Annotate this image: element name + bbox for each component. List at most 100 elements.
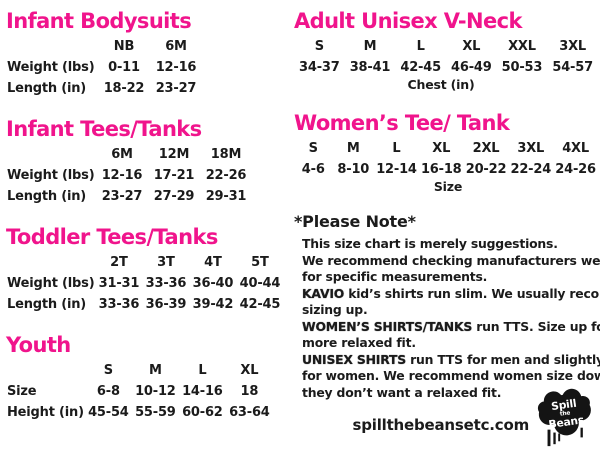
cell-value: 46-49 (451, 60, 492, 75)
size-table-infant-bodysuits: NB 6M Weight (lbs) 0-11 12-16 Length (in… (6, 36, 202, 99)
cell-value: 12-16 (101, 168, 143, 183)
cell-value: 63-64 (229, 405, 270, 420)
table-header-row: S M L XL 2XL 3XL 4XL (294, 138, 598, 159)
cell-value: 27-29 (153, 189, 195, 204)
row-label: Weight (lbs) (7, 60, 95, 75)
table-row: Weight (lbs) 12-16 17-21 22-26 (6, 165, 252, 186)
note-bold: UNISEX SHIRTS (302, 351, 406, 367)
table-row: Length (in) 23-27 27-29 29-31 (6, 186, 252, 207)
section-title: Infant Bodysuits (6, 9, 192, 33)
section-infant-tees: Infant Tees/Tanks 6M 12M 18M Weight (lbs… (6, 116, 292, 207)
size-table-womens-tee: S M L XL 2XL 3XL 4XL 4-6 8-10 12-14 16-1… (294, 138, 598, 180)
size-chart-page: Infant Bodysuits NB 6M Weight (lbs) 0-11… (6, 8, 600, 440)
cell-value: 8-10 (337, 162, 370, 177)
note-bold: KAVIO (302, 285, 345, 301)
table-row: Weight (lbs) 31-31 33-36 36-40 40-44 (6, 273, 283, 294)
column-header: S (103, 363, 113, 378)
cell-value: 23-27 (101, 189, 143, 204)
section-adult-vneck: Adult Unisex V-Neck S M L XL XXL 3XL 34-… (294, 8, 598, 92)
cell-value: 22-24 (510, 162, 552, 177)
note-text: for specific measurements. (302, 269, 488, 284)
cell-value: 23-27 (155, 81, 197, 96)
column-header: XL (432, 141, 451, 156)
cell-value: 12-14 (376, 162, 417, 177)
note-line: We recommend checking manufacturers webs… (302, 253, 600, 270)
cell-value: 42-45 (400, 60, 441, 75)
column-header: 2XL (472, 141, 500, 156)
spill-the-beans-logo: Spill the Beans (537, 388, 591, 447)
cell-value: 39-42 (192, 297, 234, 312)
note-title: *Please Note* (294, 212, 416, 231)
column-header: 4T (204, 255, 222, 270)
column-header: 6M (111, 147, 133, 162)
section-title: Women’s Tee/ Tank (294, 111, 510, 135)
footer: spillthebeansetc.com Spill the Beans (352, 386, 597, 450)
cell-value: 33-36 (145, 276, 187, 291)
note-line: for specific measurements. (302, 269, 598, 286)
section-youth: Youth S M L XL Size 6-8 10-12 14-16 18 (6, 332, 292, 423)
cell-value: 42-45 (239, 297, 281, 312)
empty-cell (6, 252, 95, 273)
cell-value: 50-53 (501, 60, 543, 75)
row-label: Length (in) (7, 189, 87, 204)
row-label: Weight (lbs) (7, 168, 95, 183)
column-header: XL (240, 363, 259, 378)
column-header: 2T (110, 255, 128, 270)
website-text: spillthebeansetc.com (352, 416, 529, 434)
empty-cell (6, 144, 96, 165)
table-row: 34-37 38-41 42-45 46-49 50-53 54-57 (294, 57, 598, 78)
row-label: Size (7, 384, 37, 399)
logo-drips (547, 427, 583, 447)
note-bold: WOMEN’S SHIRTS/TANKS (302, 318, 473, 334)
column-header: M (363, 39, 377, 54)
cell-value: 18 (240, 384, 259, 399)
column-header: S (314, 39, 324, 54)
table-header-row: NB 6M (6, 36, 202, 57)
column-header: M (148, 363, 162, 378)
note-text: run TTS. Size up for a (476, 318, 600, 334)
section-title: Adult Unisex V-Neck (294, 9, 522, 33)
cell-value: 17-21 (153, 168, 195, 183)
empty-cell (6, 36, 98, 57)
table-row: Length (in) 18-22 23-27 (6, 78, 202, 99)
measure-label: Chest (in) (407, 77, 475, 92)
cell-value: 24-26 (555, 162, 596, 177)
cell-value: 33-36 (98, 297, 140, 312)
table-row: Length (in) 33-36 36-39 39-42 42-45 (6, 294, 283, 315)
logo-line1: Spill (550, 397, 577, 413)
size-table-youth: S M L XL Size 6-8 10-12 14-16 18 Height … (6, 360, 273, 423)
cell-value: 34-37 (299, 60, 340, 75)
column-header: 5T (251, 255, 269, 270)
section-infant-bodysuits: Infant Bodysuits NB 6M Weight (lbs) 0-11… (6, 8, 292, 99)
note-text: for women. We recommend women size down … (302, 368, 600, 383)
table-row: 4-6 8-10 12-14 16-18 20-22 22-24 24-26 (294, 159, 598, 180)
note-line: UNISEX SHIRTS run TTS for men and slight… (302, 351, 600, 369)
note-text: sizing up. (302, 302, 368, 317)
logo-splat-shape (537, 388, 591, 436)
row-label: Length (in) (7, 297, 87, 312)
section-title: Toddler Tees/Tanks (6, 225, 218, 249)
empty-cell (6, 360, 85, 381)
size-table-adult-vneck: S M L XL XXL 3XL 34-37 38-41 42-45 46-49… (294, 36, 598, 78)
column-header: 3XL (559, 39, 587, 54)
measure-label: Size (433, 179, 463, 194)
note-line: sizing up. (302, 302, 598, 319)
cell-value: 14-16 (182, 384, 223, 399)
left-column: Infant Bodysuits NB 6M Weight (lbs) 0-11… (6, 8, 292, 440)
cell-value: 54-57 (552, 60, 593, 75)
table-row: Size 6-8 10-12 14-16 18 (6, 381, 273, 402)
section-toddler-tees: Toddler Tees/Tanks 2T 3T 4T 5T Weight (l… (6, 224, 292, 315)
table-header-row: S M L XL XXL 3XL (294, 36, 598, 57)
note-text: kid’s shirts run slim. We usually recomm… (348, 285, 600, 301)
cell-value: 20-22 (465, 162, 507, 177)
cell-value: 22-26 (205, 168, 247, 183)
cell-value: 60-62 (182, 405, 223, 420)
table-row: Height (in) 45-54 55-59 60-62 63-64 (6, 402, 273, 423)
column-header: 3XL (517, 141, 545, 156)
note-text: This size chart is merely suggestions. (302, 236, 558, 251)
note-line: for women. We recommend women size down … (302, 368, 600, 385)
section-title: Infant Tees/Tanks (6, 117, 202, 141)
column-header: 6M (165, 39, 187, 54)
column-header: 12M (158, 147, 190, 162)
cell-value: 16-18 (420, 162, 462, 177)
